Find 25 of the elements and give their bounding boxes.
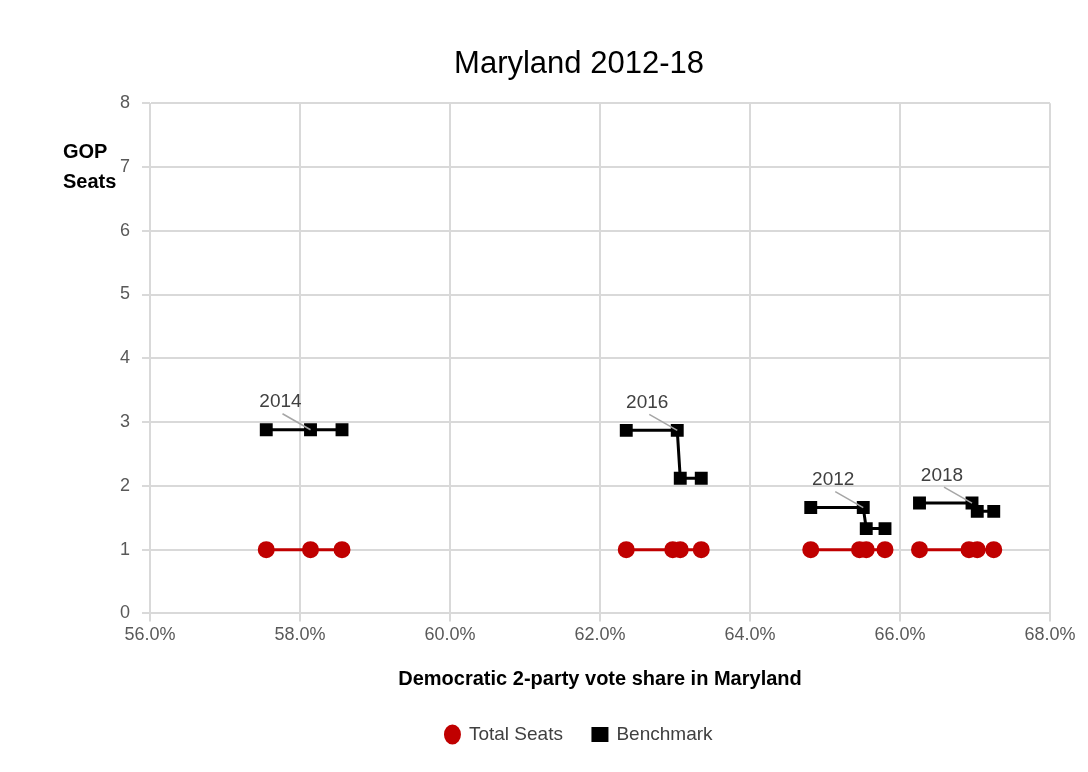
annotation: 2016 — [626, 391, 669, 413]
annotation: 2014 — [259, 390, 303, 412]
y-tick-label: 0 — [120, 602, 131, 623]
x-tick-label: 58.0% — [274, 624, 326, 645]
y-tick-label: 3 — [120, 411, 131, 432]
chart-title: Maryland 2012-18 — [454, 45, 704, 81]
y-tick-label: 2 — [120, 474, 131, 495]
x-axis-title: Democratic 2-party vote share in Maryland — [398, 666, 802, 689]
x-tick-label: 66.0% — [874, 624, 926, 645]
y-tick-label: 4 — [120, 347, 131, 368]
x-tick-label: 62.0% — [574, 624, 626, 645]
annotation: 2012 — [812, 468, 855, 490]
y-tick-label: 7 — [120, 155, 131, 176]
x-tick-label: 60.0% — [424, 624, 476, 645]
y-tick-label: 8 — [120, 92, 131, 113]
legend-label: Benchmark — [616, 722, 714, 744]
y-axis-title: GOP Seats — [63, 140, 117, 192]
annotation: 2018 — [920, 463, 964, 485]
y-tick-label: 5 — [120, 283, 131, 304]
x-tick-label: 56.0% — [124, 624, 176, 645]
y-tick-label: 6 — [120, 219, 131, 240]
x-tick-label: 68.0% — [1024, 624, 1076, 645]
x-tick-label: 64.0% — [724, 624, 776, 645]
legend-label: Total Seats — [468, 722, 563, 744]
y-tick-label: 1 — [120, 538, 131, 559]
